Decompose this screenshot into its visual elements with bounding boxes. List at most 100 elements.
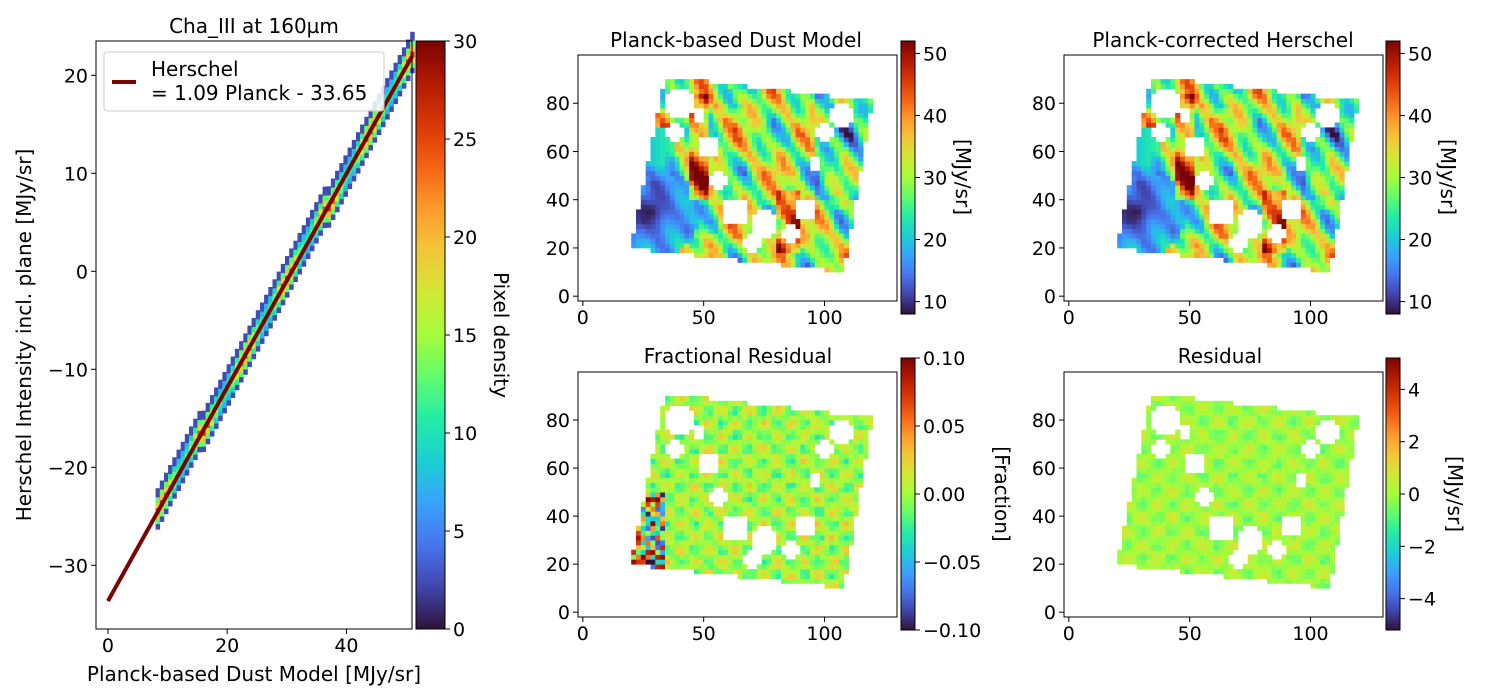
density-cell [222,382,227,392]
density-cell [264,294,269,304]
model-pixel [684,238,690,244]
residual-pixel [1291,540,1297,546]
model-pixel [698,238,704,244]
fracres-pixel [771,477,777,483]
fracres-pixel [819,525,825,531]
fracres-pixel [679,520,685,527]
corrected-pixel [1276,262,1282,268]
model-pixel [742,170,748,176]
corrected-pixel [1194,233,1200,239]
corrected-pixel [1213,112,1219,119]
model-pixel [708,204,714,210]
model-pixel [713,247,719,254]
model-pixel [703,204,709,210]
fracres-pixel [679,554,685,560]
model-pixel [713,209,719,215]
corrected-pixel [1165,190,1171,196]
corrected-pixel [1271,141,1277,147]
density-cell [226,385,232,395]
corrected-pixel [1194,214,1200,220]
corrected-pixel [1209,238,1215,244]
residual-pixel [1276,564,1282,570]
corrected-pixel [1151,190,1157,196]
corrected-pixel [1334,132,1340,138]
density-cell [397,65,403,75]
model-pixel [665,190,671,196]
residual-pixel [1286,564,1292,570]
model-pixel [839,262,845,268]
corrected-pixel [1228,156,1234,162]
fracres-pixel [698,477,704,483]
corrected-pixel [1281,98,1287,104]
corrected-pixel [1184,170,1190,176]
fracres-pixel [669,434,675,440]
fracres-pixel [761,405,767,411]
fracres-pixel [834,544,840,551]
corrected-pixel [1267,108,1273,114]
corrected-pixel [1300,214,1306,220]
residual-pixel [1267,564,1273,570]
model-pixel [640,194,646,201]
model-pixel [863,127,869,133]
model-pixel [795,127,801,133]
corrected-cbar-tick-label: 40 [1408,105,1432,127]
density-cell [214,387,219,397]
fracres-pixel [674,463,680,469]
model-pixel [703,228,709,234]
corrected-pixel [1189,161,1195,167]
model-pixel [839,233,845,239]
corrected-pixel [1238,98,1244,104]
fracres-pixel [742,410,748,416]
corrected-pixel [1218,161,1224,167]
corrected-pixel [1286,141,1292,147]
corrected-pixel [1291,185,1297,191]
corrected-pixel [1141,204,1147,210]
model-pixel [829,228,835,234]
model-pixel [785,141,791,147]
corrected-pixel [1136,223,1142,229]
corrected-pixel [1194,190,1200,196]
fracres-pixel [824,578,830,584]
density-cell [209,427,215,437]
model-pixel [824,243,830,249]
model-pixel [684,122,690,128]
corrected-pixel [1170,156,1176,162]
model-pixel [665,214,671,220]
density-cell [214,419,219,429]
corrected-pixel [1233,185,1239,191]
fracres-pixel [829,439,835,445]
corrected-pixel [1228,161,1234,167]
model-pixel [684,219,690,225]
scatter-y-tick-label: 20 [64,65,88,87]
fracres-pixel [834,540,840,546]
corrected-pixel [1238,103,1244,109]
corrected-pixel [1199,98,1205,104]
model-pixel [781,214,787,220]
fracres-pixel [776,424,782,430]
fracres-pixel [834,516,840,522]
fracres-pixel [742,444,748,450]
residual-pixel [1262,549,1268,555]
corrected-pixel [1228,151,1234,157]
fracres-pixel [848,415,854,421]
residual-pixel [1310,540,1316,546]
residual-pixel [1242,564,1248,570]
fracres-pixel [858,429,864,435]
corrected-pixel [1194,165,1200,172]
model-pixel [645,209,651,215]
model-pixel [742,161,748,167]
corrected-pixel [1247,98,1253,104]
fracres-pixel [674,506,680,512]
residual-pixel [1320,578,1326,584]
model-pixel [781,243,787,249]
model-pixel [795,108,801,114]
corrected-pixel [1257,233,1263,239]
model-pixel [761,199,767,205]
model-pixel [737,238,743,244]
fracres-pixel [718,540,724,546]
model-pixel [766,190,772,196]
corrected-pixel [1271,190,1277,196]
corrected-pixel [1180,204,1186,210]
corrected-pixel [1151,214,1157,220]
residual-pixel [1262,573,1268,579]
